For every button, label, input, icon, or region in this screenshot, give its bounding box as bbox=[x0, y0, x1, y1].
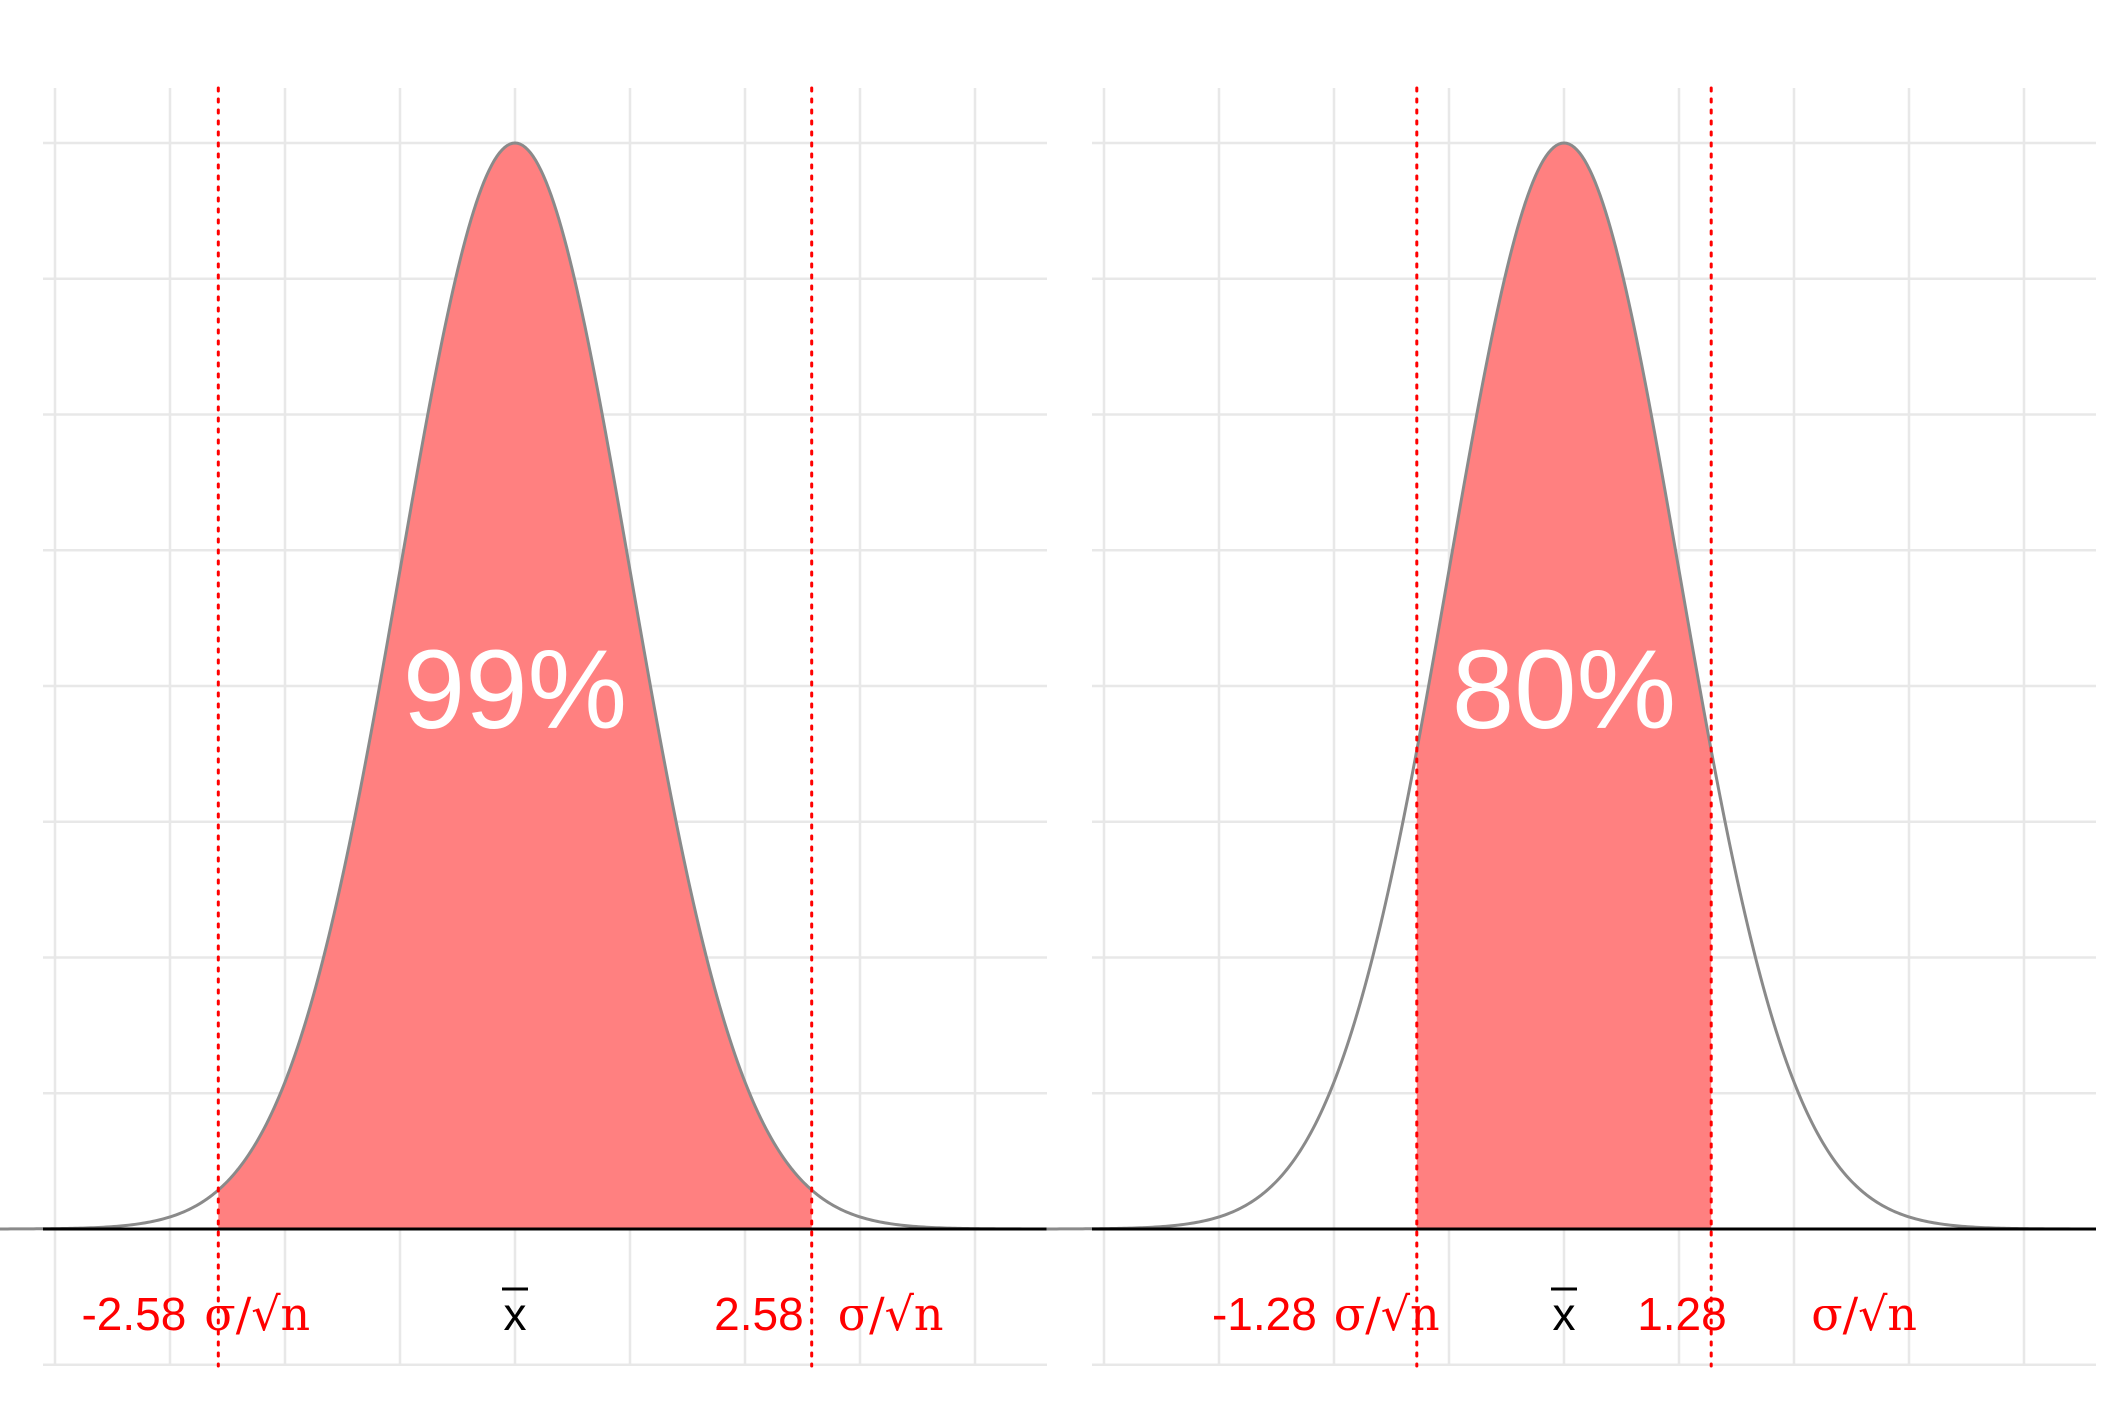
density-curve-right bbox=[1046, 141, 2082, 1231]
lower-value-label-right: -1.28 bbox=[1212, 1288, 1317, 1340]
lower-sigma-label-right: σ/√n bbox=[1334, 1287, 1440, 1341]
lower-sigma-label-left: σ/√n bbox=[204, 1287, 310, 1341]
panel-80-percent: 80% -1.28 σ/√n x 1.28 σ/√n bbox=[1046, 86, 2096, 1368]
panel-99-percent: 99% -2.58 σ/√n x 2.58 σ/√n bbox=[0, 86, 1047, 1368]
upper-value-label-right: 1.28 bbox=[1637, 1288, 1727, 1340]
density-curve-left bbox=[0, 141, 1033, 1231]
center-label-right: x bbox=[1553, 1288, 1576, 1340]
confidence-area-right bbox=[1416, 143, 1712, 1229]
center-label-left: x bbox=[504, 1288, 527, 1340]
upper-sigma-label-left: σ/√n bbox=[838, 1287, 944, 1341]
upper-sigma-label-right: σ/√n bbox=[1811, 1287, 1917, 1341]
confidence-area-left bbox=[218, 143, 812, 1229]
upper-value-label-left: 2.58 bbox=[714, 1288, 804, 1340]
confidence-label-right: 80% bbox=[1452, 627, 1676, 752]
lower-value-label-left: -2.58 bbox=[81, 1288, 186, 1340]
confidence-label-left: 99% bbox=[403, 627, 627, 752]
